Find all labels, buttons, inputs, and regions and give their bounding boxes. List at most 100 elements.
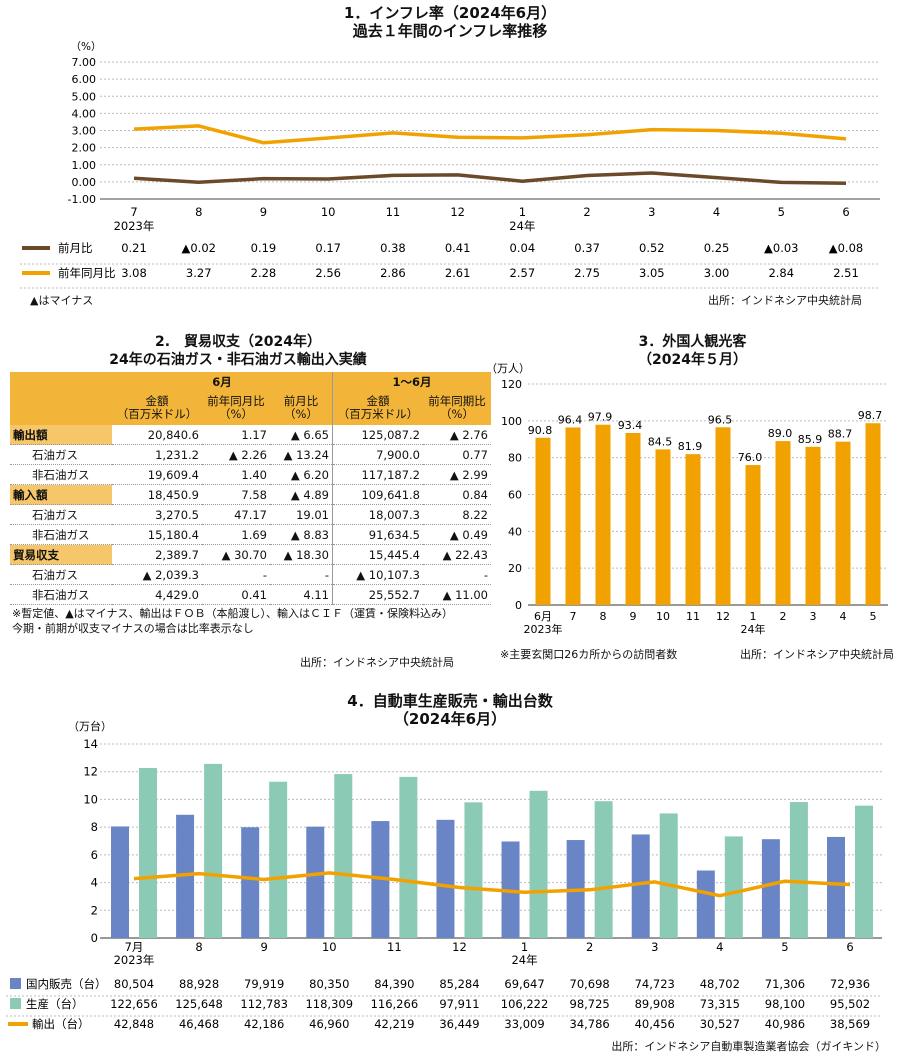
- tourists-x-tick: 12: [716, 610, 730, 623]
- trade-row-label: 非石油ガス: [10, 584, 112, 605]
- auto-x-tick: 9: [261, 940, 268, 954]
- tourists-x-tick: 3: [810, 610, 817, 623]
- auto-y-tick: 14: [83, 737, 98, 751]
- domestic-sales-bar: [631, 834, 650, 938]
- production-bar: [724, 836, 743, 938]
- production-legend-swatch: [10, 998, 21, 1009]
- tourists-y-tick: 0: [515, 599, 522, 612]
- inflation-table-value: 0.21: [121, 241, 147, 255]
- auto-table-value: 89,908: [635, 997, 675, 1011]
- trade-group-ytd: 1～6月: [332, 372, 491, 391]
- inflation-x-tick: 3: [648, 205, 655, 219]
- auto-table-value: 125,648: [175, 997, 223, 1011]
- auto-table-value: 71,306: [765, 977, 805, 991]
- trade-row-label: 石油ガス: [10, 564, 112, 585]
- inflation-title-line2: 過去１年間のインフレ率推移: [352, 22, 548, 40]
- trade-row: 輸入額 18,450.9 7.58 ▲ 4.89 109,641.8 0.84: [10, 484, 491, 505]
- trade-row: 非石油ガス 4,429.0 0.41 4.11 25,552.7 ▲ 11.00: [10, 584, 491, 605]
- tourists-bar-label: 96.5: [708, 413, 733, 426]
- trade-cell: ▲ 0.49: [423, 524, 491, 545]
- trade-row-label: 輸入額: [10, 484, 112, 505]
- production-bar: [529, 790, 548, 938]
- trade-row-label: 非石油ガス: [10, 464, 112, 485]
- tourists-bar-label: 97.9: [588, 411, 613, 424]
- trade-cell: 0.84: [423, 484, 491, 505]
- inflation-unit-label: （%）: [71, 41, 102, 53]
- tourists-x-tick: 4: [840, 610, 847, 623]
- domestic-sales-bar: [241, 827, 260, 938]
- trade-cell: ▲ 30.70: [202, 544, 270, 565]
- inflation-table-value: 2.84: [768, 266, 794, 280]
- tourists-bar: [865, 423, 881, 605]
- trade-cell: 19.01: [270, 504, 333, 525]
- trade-note-1: ※暫定値、▲はマイナス、輸出はＦＯＢ（本船渡し）、輸入はＣＩＦ（運賃・保険料込み…: [12, 607, 453, 620]
- auto-y-tick: 4: [91, 876, 98, 890]
- mom-series-line: [133, 171, 847, 185]
- inflation-x-tick: 5: [778, 205, 785, 219]
- trade-cell: 0.41: [202, 584, 270, 605]
- trade-cell: ▲ 2.99: [423, 464, 491, 485]
- tourists-bar: [565, 427, 581, 605]
- auto-table-value: 88,928: [179, 977, 219, 991]
- trade-title: 2. 貿易収支（2024年） 24年の石油ガス・非石油ガス輸出入実績: [8, 333, 468, 369]
- tourists-bar-label: 93.4: [618, 419, 643, 432]
- trade-cell: ▲ 4.89: [270, 484, 333, 505]
- trade-cell: 0.77: [423, 444, 491, 465]
- trade-cell: -: [270, 564, 333, 585]
- auto-table-value: 97,911: [439, 997, 479, 1011]
- export-series-line: [133, 871, 851, 898]
- tourists-y-tick: 120: [501, 378, 522, 391]
- trade-cell: 4,429.0: [112, 584, 202, 605]
- trade-table: 6月 1～6月 金額 （百万米ドル） 前年同月比 （%） 前月比 （%） 金額 …: [10, 372, 491, 605]
- auto-x-tick: 8: [195, 940, 202, 954]
- inflation-table-value: 3.27: [186, 266, 212, 280]
- inflation-title-line1: 1．インフレ率（2024年6月）: [343, 4, 557, 22]
- auto-y-tick: 10: [83, 792, 98, 806]
- production-bar: [594, 801, 613, 938]
- tourists-bar-label: 98.7: [858, 409, 883, 422]
- inflation-legend-label: 前月比: [58, 241, 93, 255]
- inflation-table-value: 2.86: [380, 266, 406, 280]
- trade-row: 石油ガス ▲ 2,039.3- - ▲ 10,107.3-: [10, 564, 491, 585]
- auto-source: 出所：インドネシア自動車製造業者協会（ガイキンド）: [611, 1040, 886, 1053]
- inflation-table-value: ▲0.08: [829, 241, 863, 255]
- inflation-y-tick: -1.00: [68, 193, 96, 206]
- auto-table-value: 30,527: [700, 1017, 740, 1031]
- trade-row-label: 輸出額: [10, 425, 112, 445]
- tourists-y-tick: 80: [508, 452, 522, 465]
- inflation-table-value: 0.52: [639, 241, 665, 255]
- domestic-legend-swatch: [10, 978, 21, 989]
- production-bar: [139, 768, 157, 938]
- inflation-x-tick: 11: [386, 205, 401, 219]
- auto-table-value: 122,656: [110, 997, 158, 1011]
- auto-table-value: 106,222: [501, 997, 549, 1011]
- production-bar: [269, 781, 288, 938]
- domestic-sales-bar: [436, 819, 455, 938]
- auto-y-tick: 0: [91, 931, 98, 945]
- inflation-x-tick: 10: [321, 205, 336, 219]
- trade-cell: ▲ 2.76: [423, 425, 491, 445]
- domestic-sales-bar: [111, 826, 129, 938]
- auto-table-value: 42,186: [244, 1017, 284, 1031]
- tourists-y-tick: 100: [501, 415, 522, 428]
- trade-cell: ▲ 22.43: [423, 544, 491, 565]
- tourists-note: ※主要玄関口26カ所からの訪問者数: [500, 648, 678, 661]
- trade-cell: 18,007.3: [332, 504, 423, 525]
- trade-cell: ▲ 2,039.3: [112, 564, 202, 585]
- inflation-table-value: 0.38: [380, 241, 406, 255]
- tourists-x-tick: 5: [870, 610, 877, 623]
- trade-cell: ▲ 8.83: [270, 524, 333, 545]
- tourists-bar-label: 89.0: [768, 427, 793, 440]
- auto-table-value: 48,702: [700, 977, 740, 991]
- tourists-x-tick: 11: [686, 610, 700, 623]
- production-bar: [464, 802, 483, 938]
- trade-cell: 20,840.6: [112, 425, 202, 445]
- inflation-y-tick: 6.00: [72, 73, 97, 86]
- auto-table-value: 70,698: [570, 977, 610, 991]
- auto-table-value: 116,266: [371, 997, 419, 1011]
- tourists-x-sublabel: 2023年: [524, 622, 563, 636]
- trade-cell: 25,552.7: [332, 584, 423, 605]
- auto-x-sublabel: 24年: [511, 953, 537, 967]
- trade-table-wrap: 6月 1～6月 金額 （百万米ドル） 前年同月比 （%） 前月比 （%） 金額 …: [10, 372, 491, 605]
- auto-table-value: 34,786: [570, 1017, 610, 1031]
